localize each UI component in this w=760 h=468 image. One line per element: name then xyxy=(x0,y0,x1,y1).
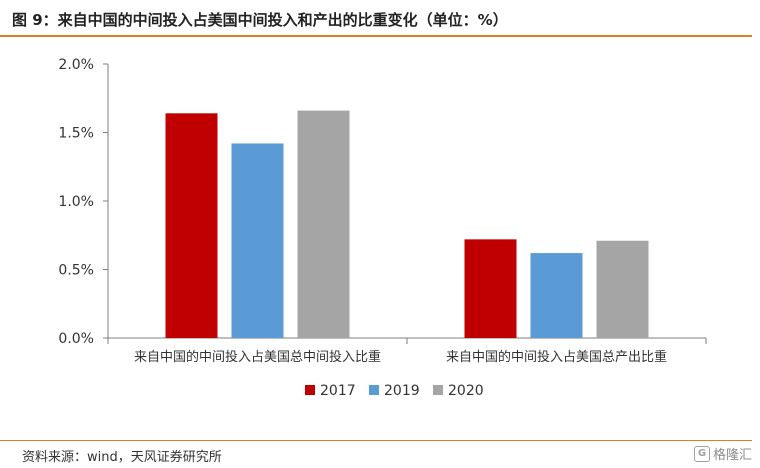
bar-2019-cat0 xyxy=(231,143,284,338)
y-tick-label: 1.0% xyxy=(58,194,94,210)
category-label: 来自中国的中间投入占美国总产出比重 xyxy=(446,349,667,365)
source-note: 资料来源：wind，天风证券研究所 xyxy=(22,450,222,465)
y-tick-label: 1.5% xyxy=(58,126,94,142)
bar-2019-cat1 xyxy=(530,253,583,338)
legend: 2017 2019 2020 xyxy=(305,383,484,399)
legend-swatch-2019 xyxy=(369,385,379,395)
watermark-logo-icon: G xyxy=(693,445,710,462)
figure-title: 图 9：来自中国的中间投入占美国中间投入和产出的比重变化（单位：%） xyxy=(12,11,508,29)
bar-2020-cat1 xyxy=(596,240,649,338)
y-tick-labels: 0.0% 0.5% 1.0% 1.5% 2.0% xyxy=(58,57,94,347)
y-tick-label: 0.5% xyxy=(58,263,94,279)
bar-2017-cat0 xyxy=(165,113,218,338)
bar-chart: 0.0% 0.5% 1.0% 1.5% 2.0% 来自中国的中间投入占美国总中间投入比重… xyxy=(58,57,707,399)
legend-swatch-2017 xyxy=(305,385,315,395)
watermark: G 格隆汇 xyxy=(693,444,752,463)
legend-swatch-2020 xyxy=(433,385,443,395)
bars xyxy=(165,110,649,338)
legend-label-2017: 2017 xyxy=(320,383,356,399)
legend-label-2019: 2019 xyxy=(384,383,420,399)
legend-label-2020: 2020 xyxy=(448,383,484,399)
y-tick-label: 2.0% xyxy=(58,57,94,73)
y-tick-label: 0.0% xyxy=(58,331,94,347)
watermark-text: 格隆汇 xyxy=(712,448,752,463)
bar-2020-cat0 xyxy=(297,110,350,338)
category-label: 来自中国的中间投入占美国总中间投入比重 xyxy=(134,349,381,365)
bar-2017-cat1 xyxy=(464,239,517,338)
footer-divider xyxy=(0,440,752,441)
category-labels: 来自中国的中间投入占美国总中间投入比重 来自中国的中间投入占美国总产出比重 xyxy=(134,349,667,365)
title-divider xyxy=(0,35,752,37)
